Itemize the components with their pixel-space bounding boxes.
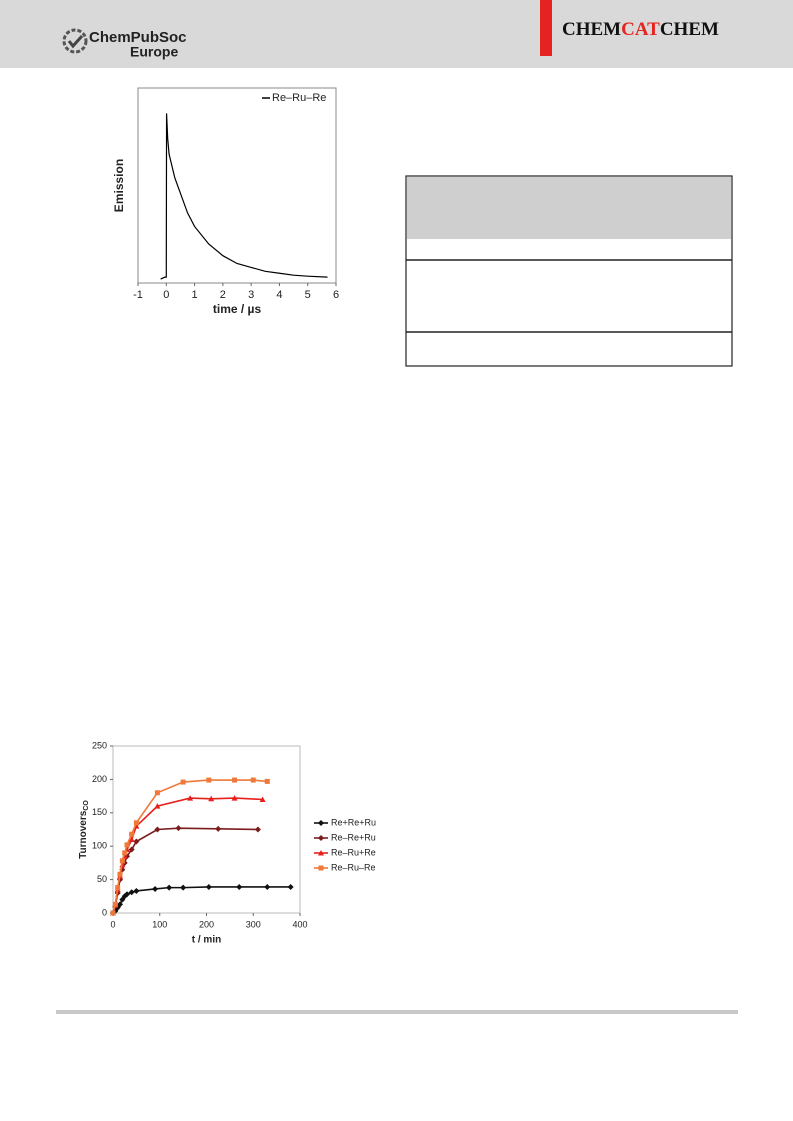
x-tick-label: -1 xyxy=(133,289,143,301)
point xyxy=(187,795,194,801)
point xyxy=(175,825,182,832)
y-tick-label: 200 xyxy=(92,774,107,784)
point xyxy=(129,831,135,837)
journal-part: CHEM xyxy=(562,19,621,40)
point xyxy=(180,884,187,891)
society-name: ChemPubSoc xyxy=(89,29,187,46)
x-tick-label: 6 xyxy=(333,289,339,301)
x-tick-label: 3 xyxy=(248,289,254,301)
point xyxy=(154,790,160,796)
legend-label: Re–Re+Ru xyxy=(331,832,376,842)
x-tick-label: 400 xyxy=(292,919,307,929)
journal-part: CHEM xyxy=(660,19,719,40)
x-tick-label: 100 xyxy=(152,919,167,929)
point xyxy=(254,826,261,833)
point xyxy=(264,883,271,890)
journal-part: CAT xyxy=(621,19,660,40)
point xyxy=(128,889,135,896)
x-axis-label: t / min xyxy=(192,935,221,946)
point xyxy=(154,826,161,833)
point xyxy=(231,795,238,801)
x-tick-label: 4 xyxy=(276,289,282,301)
point xyxy=(110,910,116,916)
x-axis-label: time / µs xyxy=(213,302,262,316)
point xyxy=(205,883,212,890)
point xyxy=(152,885,159,892)
y-axis-label: TurnoversCO xyxy=(78,800,90,859)
point xyxy=(115,885,121,891)
point xyxy=(128,846,135,853)
x-tick-label: 0 xyxy=(110,919,115,929)
point xyxy=(318,865,324,871)
point xyxy=(206,777,212,783)
point xyxy=(318,850,324,856)
point xyxy=(259,796,266,802)
society-region: Europe xyxy=(130,44,178,60)
point xyxy=(166,884,173,891)
series-line xyxy=(112,797,263,914)
legend-label: Re–Ru–Re xyxy=(331,862,376,872)
series-line xyxy=(160,113,328,280)
y-tick-label: 0 xyxy=(102,907,107,917)
logo-check xyxy=(67,34,84,49)
point xyxy=(215,825,222,832)
point xyxy=(124,842,130,848)
point xyxy=(287,883,294,890)
x-tick-label: 0 xyxy=(163,289,169,301)
point xyxy=(117,871,123,877)
y-tick-label: 100 xyxy=(92,841,107,851)
point xyxy=(180,779,186,785)
y-axis-label: Emission xyxy=(112,159,126,212)
x-tick-label: 1 xyxy=(192,289,198,301)
point xyxy=(264,778,270,784)
point xyxy=(124,891,131,898)
point xyxy=(117,901,124,908)
plot-frame xyxy=(112,745,301,914)
point xyxy=(250,777,256,783)
point xyxy=(318,835,324,841)
y-axis-label-sub: CO xyxy=(83,800,90,811)
footer-rule xyxy=(56,1010,738,1014)
x-tick-label: 2 xyxy=(220,289,226,301)
society-logo xyxy=(62,28,88,54)
point xyxy=(112,901,118,907)
point xyxy=(133,820,139,826)
x-tick-label: 200 xyxy=(199,919,214,929)
y-axis-label-main: Emission xyxy=(112,159,126,212)
y-tick-label: 250 xyxy=(92,740,107,750)
point xyxy=(119,858,125,864)
point xyxy=(236,883,243,890)
x-tick-label: 300 xyxy=(246,919,261,929)
y-axis-label-main: Turnovers xyxy=(78,810,89,859)
journal-title: CHEMCATCHEM xyxy=(562,19,719,40)
series-line xyxy=(112,886,291,914)
point xyxy=(128,836,135,843)
legend-label: Re–Ru+Re xyxy=(331,847,376,857)
point xyxy=(318,820,324,826)
point xyxy=(154,803,161,809)
point xyxy=(133,838,140,845)
plot-frame xyxy=(137,87,337,284)
point xyxy=(133,887,140,894)
legend-label: Re+Re+Ru xyxy=(331,817,376,827)
y-tick-label: 150 xyxy=(92,807,107,817)
point xyxy=(122,850,128,856)
point xyxy=(232,777,238,783)
x-tick-label: 5 xyxy=(305,289,311,301)
header-band xyxy=(0,0,793,68)
journal-bar xyxy=(540,0,552,56)
y-tick-label: 50 xyxy=(97,874,107,884)
table-header xyxy=(407,177,731,239)
point xyxy=(208,795,215,802)
legend-label: Re–Ru–Re xyxy=(272,92,326,104)
